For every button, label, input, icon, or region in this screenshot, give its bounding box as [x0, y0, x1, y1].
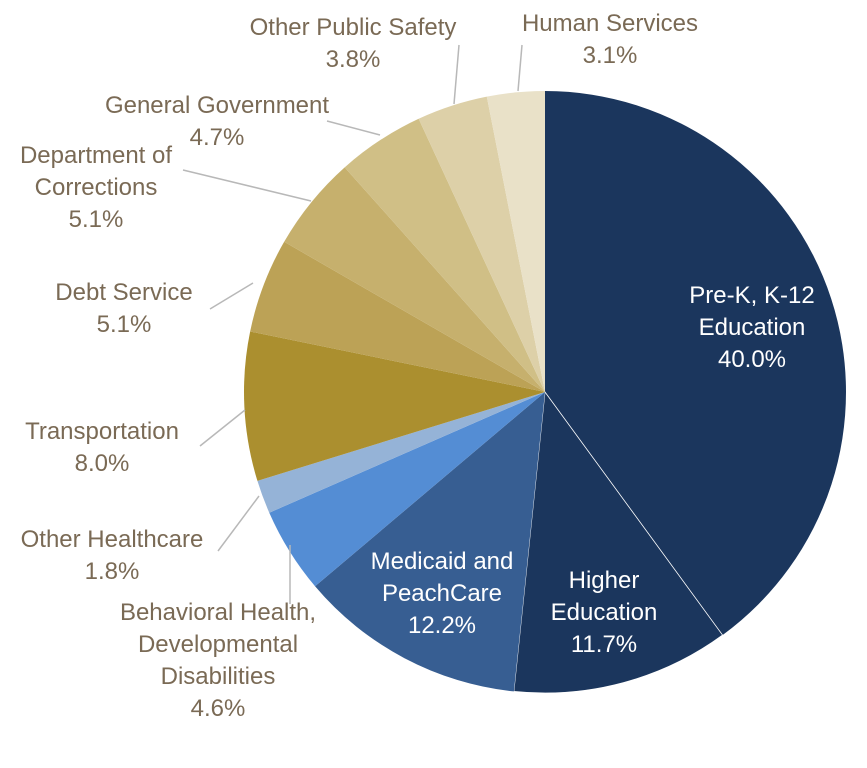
pie-slice-0[interactable]	[545, 91, 846, 636]
slice-value-2: 12.2%	[408, 612, 476, 639]
slice-value-0: 40.0%	[718, 346, 786, 373]
pie-slice-7[interactable]	[284, 167, 545, 392]
pie-slice-8[interactable]	[344, 118, 545, 392]
slice-name-5: Transportation	[25, 418, 179, 445]
slice-name-2: PeachCare	[382, 580, 502, 607]
slice-label-5: Transportation 8.0%	[25, 418, 179, 477]
slice-name-6: Debt Service	[55, 279, 192, 306]
slice-value-1: 11.7%	[571, 631, 637, 658]
pie-slice-5[interactable]	[244, 331, 546, 481]
slice-value-10: 3.1%	[583, 42, 638, 69]
pie-slice-10[interactable]	[486, 91, 545, 392]
leader-line-5	[199, 409, 246, 447]
pie-slice-6[interactable]	[250, 241, 545, 392]
slice-label-10: Human Services 3.1%	[522, 10, 698, 69]
slice-value-5: 8.0%	[75, 450, 130, 477]
slice-name-7: Department of	[20, 142, 172, 169]
slice-name-1: Higher	[569, 567, 640, 594]
slice-name-3: Developmental	[138, 631, 298, 658]
slice-value-7: 5.1%	[69, 206, 124, 233]
slice-label-0: Pre-K, K-12 Education 40.0%	[689, 282, 814, 373]
slice-name-0: Pre-K, K-12	[689, 282, 814, 309]
pie-slices	[244, 91, 846, 694]
slice-label-6: Debt Service 5.1%	[55, 279, 192, 338]
slice-label-1: Higher Education 11.7%	[551, 567, 658, 658]
slice-value-8: 4.7%	[190, 124, 245, 151]
slice-labels: Pre-K, K-12 Education 40.0% Higher Education…	[20, 10, 815, 722]
slice-name-7: Corrections	[35, 174, 158, 201]
slice-label-7: Department of Corrections 5.1%	[20, 142, 172, 233]
slice-label-4: Other Healthcare 1.8%	[21, 526, 204, 585]
slice-name-4: Other Healthcare	[21, 526, 204, 553]
leader-line-4	[217, 495, 260, 552]
slice-name-3: Behavioral Health,	[120, 599, 316, 626]
slice-name-0: Education	[699, 314, 806, 341]
slice-label-8: General Government 4.7%	[105, 92, 329, 151]
slice-label-3: Behavioral Health, Developmental Disabilit…	[120, 599, 316, 722]
slice-value-3: 4.6%	[191, 695, 246, 722]
slice-value-9: 3.8%	[326, 46, 381, 73]
slice-name-8: General Government	[105, 92, 329, 119]
leader-line-9	[453, 44, 460, 105]
leader-line-7	[182, 169, 312, 202]
slice-name-2: Medicaid and	[371, 548, 514, 575]
slice-value-4: 1.8%	[85, 558, 140, 585]
slice-name-3: Disabilities	[161, 663, 276, 690]
pie-slice-4[interactable]	[257, 392, 545, 513]
slice-label-2: Medicaid and PeachCare 12.2%	[371, 548, 514, 639]
pie-slice-1[interactable]	[513, 390, 724, 694]
pie-slice-2[interactable]	[315, 392, 545, 692]
pie-slice-3[interactable]	[269, 392, 545, 587]
pie-slice-9[interactable]	[418, 96, 545, 393]
leader-line-10	[517, 44, 523, 92]
slice-label-9: Other Public Safety 3.8%	[250, 14, 457, 73]
slice-name-10: Human Services	[522, 10, 698, 37]
leader-lines	[182, 44, 523, 604]
leader-line-8	[326, 120, 381, 136]
leader-line-6	[209, 282, 254, 310]
slice-value-6: 5.1%	[97, 311, 152, 338]
slice-name-9: Other Public Safety	[250, 14, 457, 41]
slice-name-1: Education	[551, 599, 658, 626]
